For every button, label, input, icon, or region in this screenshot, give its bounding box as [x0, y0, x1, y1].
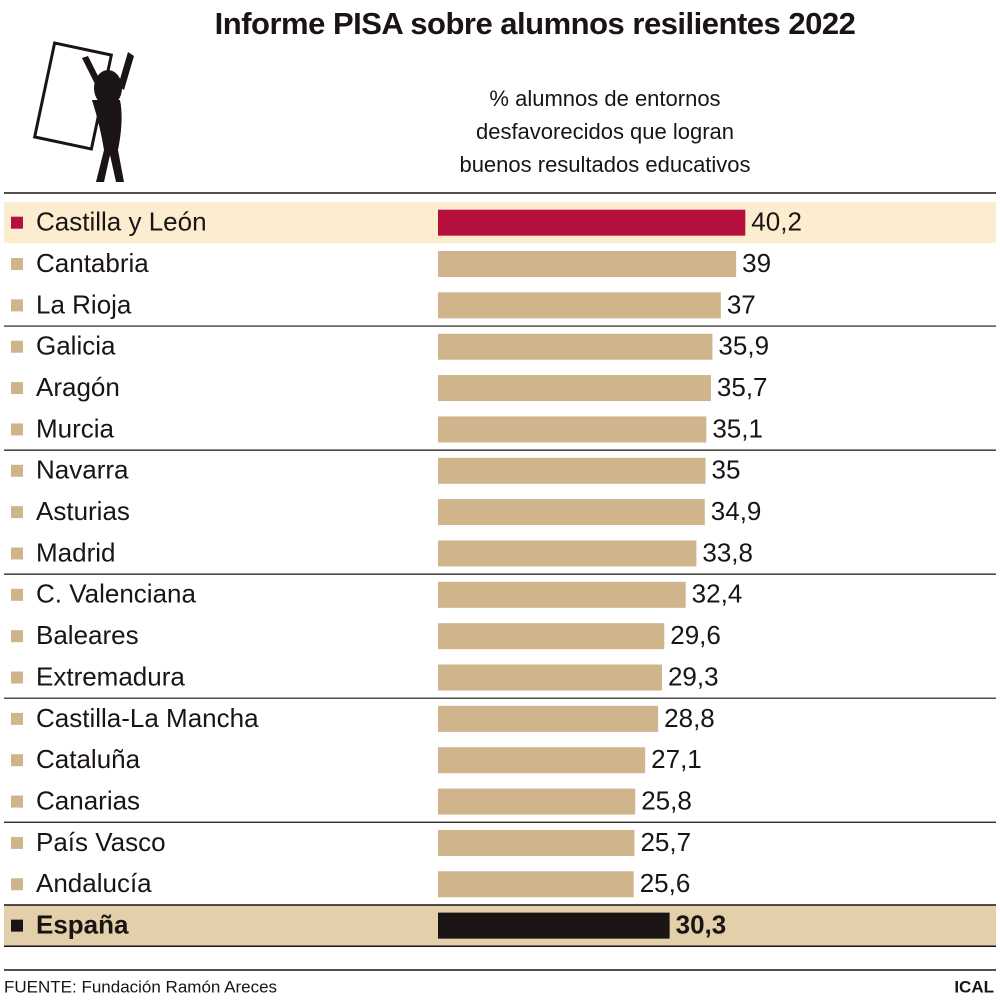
value-label: 35,9: [718, 331, 769, 361]
legend-square: [11, 919, 23, 932]
bar: [438, 457, 706, 484]
category-label: Cataluña: [36, 744, 141, 774]
bar: [438, 871, 634, 898]
value-label: 25,6: [640, 868, 691, 898]
bar: [438, 623, 665, 650]
category-label: C. Valenciana: [36, 579, 196, 609]
legend-square: [11, 630, 23, 643]
subtitle: % alumnos de entornos: [489, 86, 720, 111]
bar: [438, 664, 662, 691]
category-label: Asturias: [36, 496, 130, 526]
subtitle: buenos resultados educativos: [459, 152, 750, 177]
legend-square: [11, 216, 23, 229]
bar: [438, 788, 636, 815]
category-label: España: [36, 910, 129, 940]
bar: [438, 292, 721, 319]
legend-square: [11, 258, 23, 271]
bar: [438, 540, 697, 567]
bar: [438, 581, 686, 608]
value-label: 25,7: [640, 827, 691, 857]
legend-square: [11, 547, 23, 560]
category-label: Extremadura: [36, 661, 185, 691]
legend-square: [11, 754, 23, 767]
legend-square: [11, 712, 23, 725]
value-label: 29,3: [668, 661, 719, 691]
legend-square: [11, 299, 23, 312]
credit: ICAL: [954, 977, 994, 996]
value-label: 34,9: [711, 496, 762, 526]
source: FUENTE: Fundación Ramón Areces: [4, 977, 277, 996]
value-label: 25,8: [641, 785, 692, 815]
bar: [438, 499, 705, 526]
value-label: 33,8: [702, 537, 753, 567]
category-label: Aragón: [36, 372, 120, 402]
category-label: Murcia: [36, 413, 115, 443]
category-label: Castilla y León: [36, 207, 207, 237]
value-label: 35,7: [717, 372, 768, 402]
icon: [32, 41, 134, 182]
legend-square: [11, 423, 23, 436]
chart-title: Informe PISA sobre alumnos resilientes 2…: [215, 6, 856, 41]
value-label: 27,1: [651, 744, 702, 774]
category-label: Canarias: [36, 785, 140, 815]
bar: [438, 209, 746, 236]
bar: [438, 705, 659, 732]
value-label: 32,4: [692, 579, 743, 609]
category-label: Navarra: [36, 455, 129, 485]
legend-square: [11, 836, 23, 849]
value-label: 35: [712, 455, 741, 485]
category-label: Galicia: [36, 331, 116, 361]
value-label: 30,3: [676, 910, 727, 940]
value-label: 40,2: [751, 207, 802, 237]
bar: [438, 416, 707, 443]
value-label: 28,8: [664, 703, 715, 733]
value-label: 37: [727, 289, 756, 319]
value-label: 39: [742, 248, 771, 278]
value-label: 29,6: [670, 620, 721, 650]
bar: [438, 912, 670, 939]
bar: [438, 375, 711, 402]
legend-square: [11, 795, 23, 808]
legend-square: [11, 588, 23, 601]
legend-square: [11, 340, 23, 353]
category-label: Castilla-La Mancha: [36, 703, 259, 733]
bar: [438, 829, 635, 856]
legend-square: [11, 506, 23, 519]
bar: [438, 251, 737, 278]
category-label: Baleares: [36, 620, 139, 650]
bar: [438, 747, 646, 774]
category-label: Andalucía: [36, 868, 152, 898]
figure: [82, 52, 134, 182]
category-label: Madrid: [36, 537, 115, 567]
category-label: País Vasco: [36, 827, 166, 857]
legend-square: [11, 878, 23, 891]
legend-square: [11, 382, 23, 395]
category-label: La Rioja: [36, 289, 132, 319]
bar: [438, 333, 713, 360]
category-label: Cantabria: [36, 248, 149, 278]
value-label: 35,1: [712, 413, 763, 443]
subtitle: desfavorecidos que logran: [476, 119, 734, 144]
legend-square: [11, 464, 23, 477]
legend-square: [11, 671, 23, 684]
